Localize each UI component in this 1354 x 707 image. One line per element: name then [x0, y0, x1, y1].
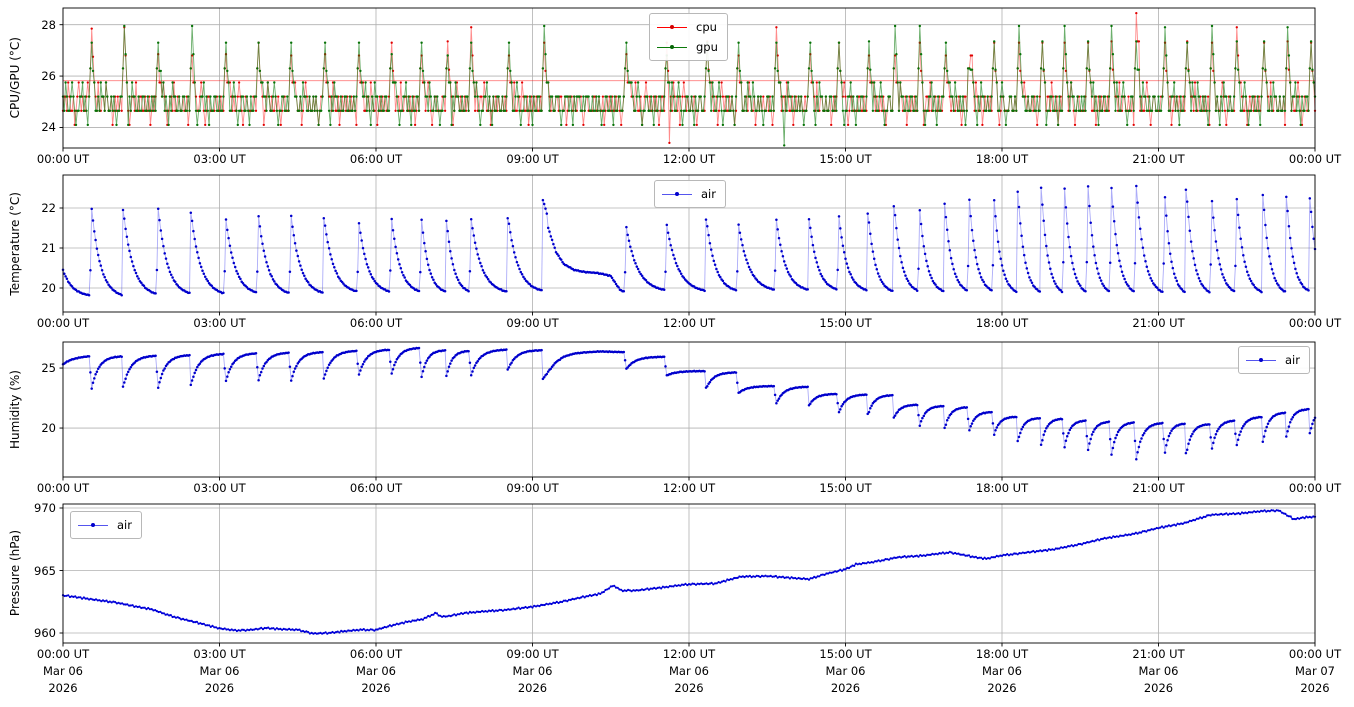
y-tick-label: 28: [41, 17, 56, 32]
x-tick-label: 00:00 UT: [1288, 647, 1342, 661]
x-tick-label: 00:00 UT: [1288, 481, 1342, 495]
x-tick-label: 00:00 UT: [36, 316, 90, 330]
legend-cpu-gpu: cpu gpu: [649, 13, 728, 61]
air-line-sample-icon: [78, 520, 108, 530]
x-tick-date-label: Mar 06: [43, 664, 83, 678]
x-tick-date-label: Mar 06: [825, 664, 866, 678]
legend-pressure: air: [70, 511, 142, 539]
legend-label-gpu: gpu: [696, 40, 718, 54]
x-tick-label: 00:00 UT: [1288, 152, 1342, 166]
x-tick-year-label: 2026: [48, 681, 78, 695]
legend-label-air-press: air: [117, 518, 132, 532]
x-tick-label: 21:00 UT: [1132, 152, 1185, 166]
gpu-series: [61, 24, 1317, 147]
y-tick-label: 24: [41, 120, 56, 135]
cpu-gpu-ylabel: CPU/GPU (°C): [8, 37, 22, 119]
x-tick-label: 09:00 UT: [506, 152, 559, 166]
x-tick-label: 12:00 UT: [662, 152, 716, 166]
temperature-ylabel-box: Temperature (°C): [6, 175, 24, 312]
x-tick-label: 03:00 UT: [193, 152, 246, 166]
x-tick-label: 18:00 UT: [975, 647, 1029, 661]
y-tick-label: 22: [41, 201, 56, 215]
legend-entry-air-press: air: [78, 515, 132, 535]
cpu-line-sample-icon: [657, 22, 687, 32]
x-tick-date-label: Mar 06: [512, 664, 553, 678]
x-tick-label: 15:00 UT: [819, 152, 872, 166]
y-tick-label: 20: [41, 421, 56, 435]
x-tick-label: 06:00 UT: [349, 481, 403, 495]
x-tick-year-label: 2026: [204, 681, 235, 695]
temperature-ylabel: Temperature (°C): [8, 191, 22, 296]
y-tick-label: 970: [34, 501, 56, 515]
x-tick-date-label: Mar 06: [669, 664, 709, 678]
air-temperature-series: [61, 184, 1317, 297]
x-tick-year-label: 2026: [1300, 681, 1330, 695]
x-tick-label: 21:00 UT: [1132, 481, 1185, 495]
x-tick-label: 00:00 UT: [36, 481, 90, 495]
x-tick-label: 21:00 UT: [1132, 647, 1185, 661]
x-tick-label: 00:00 UT: [36, 647, 90, 661]
x-tick-label: 09:00 UT: [506, 647, 559, 661]
x-tick-date-label: Mar 07: [1295, 664, 1335, 678]
x-tick-year-label: 2026: [674, 681, 704, 695]
humidity-ylabel: Humidity (%): [8, 370, 22, 449]
x-tick-label: 12:00 UT: [662, 647, 716, 661]
legend-humidity: air: [1238, 346, 1310, 374]
humidity-ylabel-box: Humidity (%): [6, 342, 24, 477]
x-tick-label: 15:00 UT: [819, 481, 872, 495]
legend-entry-gpu: gpu: [657, 37, 718, 57]
legend-entry-cpu: cpu: [657, 17, 718, 37]
x-tick-date-label: Mar 06: [982, 664, 1022, 678]
y-tick-label: 20: [41, 281, 56, 295]
legend-entry-air-hum: air: [1246, 350, 1300, 370]
x-tick-label: 18:00 UT: [975, 481, 1029, 495]
x-tick-date-label: Mar 06: [356, 664, 396, 678]
air-pressure-series: [61, 509, 1317, 635]
x-tick-label: 15:00 UT: [819, 316, 872, 330]
y-tick-label: 965: [34, 563, 56, 578]
pressure-ylabel: Pressure (hPa): [8, 530, 22, 617]
x-tick-year-label: 2026: [830, 681, 861, 695]
x-tick-label: 18:00 UT: [975, 152, 1029, 166]
x-tick-year-label: 2026: [1143, 681, 1174, 695]
x-tick-label: 00:00 UT: [36, 152, 90, 166]
x-tick-label: 18:00 UT: [975, 316, 1029, 330]
x-tick-label: 12:00 UT: [662, 481, 716, 495]
x-tick-label: 15:00 UT: [819, 647, 872, 661]
x-tick-label: 06:00 UT: [349, 647, 403, 661]
legend-label-air-temp: air: [701, 187, 716, 201]
cpu-gpu-ylabel-box: CPU/GPU (°C): [6, 8, 24, 148]
legend-temperature: air: [654, 180, 726, 208]
x-tick-label: 03:00 UT: [193, 316, 246, 330]
y-tick-label: 960: [34, 626, 56, 640]
y-tick-label: 21: [41, 241, 56, 255]
x-tick-year-label: 2026: [987, 681, 1017, 695]
x-tick-label: 00:00 UT: [1288, 316, 1342, 330]
air-line-sample-icon: [662, 189, 692, 199]
x-tick-label: 09:00 UT: [506, 481, 559, 495]
x-tick-label: 12:00 UT: [662, 316, 716, 330]
air-humidity-series: [61, 346, 1317, 461]
gpu-line-sample-icon: [657, 42, 687, 52]
x-tick-date-label: Mar 06: [1138, 664, 1179, 678]
x-tick-year-label: 2026: [361, 681, 391, 695]
legend-label-cpu: cpu: [696, 20, 717, 34]
legend-entry-air-temp: air: [662, 184, 716, 204]
pressure-ylabel-box: Pressure (hPa): [6, 504, 24, 643]
x-tick-label: 06:00 UT: [349, 316, 403, 330]
x-tick-label: 21:00 UT: [1132, 316, 1185, 330]
x-tick-date-label: Mar 06: [199, 664, 240, 678]
x-tick-year-label: 2026: [517, 681, 548, 695]
x-tick-label: 03:00 UT: [193, 647, 246, 661]
x-tick-label: 03:00 UT: [193, 481, 246, 495]
x-tick-label: 06:00 UT: [349, 152, 403, 166]
legend-label-air-hum: air: [1285, 353, 1300, 367]
y-tick-label: 26: [41, 69, 56, 84]
y-tick-label: 25: [41, 361, 56, 375]
x-tick-label: 09:00 UT: [506, 316, 559, 330]
air-line-sample-icon: [1246, 355, 1276, 365]
